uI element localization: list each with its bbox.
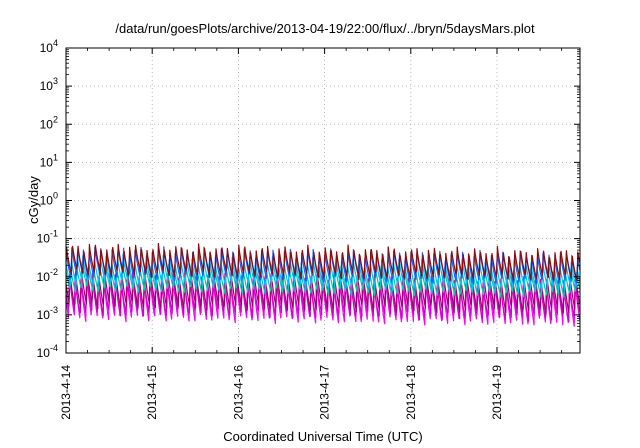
y-axis-ticks: 10-4 10-3 10-2 10-1 100 101 102 103 104: [37, 38, 580, 360]
x-tick-label: 2013-4-16: [231, 365, 245, 420]
y-tick-label: 102: [40, 114, 58, 131]
y-tick-label: 10-1: [37, 229, 58, 246]
x-tick-label: 2013-4-18: [404, 365, 418, 420]
x-tick-label: 2013-4-17: [318, 365, 332, 420]
y-tick-label: 101: [40, 152, 58, 169]
x-tick-label: 2013-4-15: [145, 365, 159, 420]
y-tick-label: 103: [40, 76, 58, 93]
chart-title: /data/run/goesPlots/archive/2013-04-19/2…: [115, 21, 535, 36]
y-axis-label: cGy/day: [26, 176, 41, 224]
series-line-6: [65, 242, 581, 282]
y-tick-label: 10-2: [37, 267, 58, 284]
x-axis-ticks: 2013-4-14 2013-4-15 2013-4-16 2013-4-17 2013…: [59, 48, 563, 420]
x-tick-label: 2013-4-19: [490, 365, 504, 420]
y-tick-label: 100: [40, 191, 58, 208]
y-tick-label: 10-3: [37, 305, 58, 322]
x-tick-label: 2013-4-14: [59, 365, 73, 420]
x-axis-label: Coordinated Universal Time (UTC): [223, 429, 422, 444]
y-tick-label: 10-4: [37, 343, 58, 360]
series-lines: [65, 242, 581, 327]
y-tick-label: 104: [40, 38, 58, 55]
